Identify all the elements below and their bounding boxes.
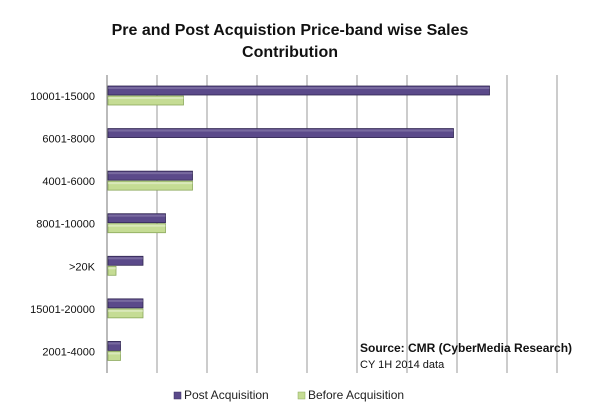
bar-highlight-post: [108, 172, 193, 175]
source-period-text: CY 1H 2014 data: [360, 359, 445, 371]
bar-before: [107, 351, 121, 361]
legend-label-before: Before Acquisition: [308, 388, 404, 402]
bar-highlight-post: [108, 342, 121, 345]
bar-highlight-post: [108, 129, 454, 132]
bar-highlight-post: [108, 257, 143, 260]
bar-highlight-before: [108, 224, 166, 227]
chart-title-line1: Pre and Post Acquistion Price-band wise …: [112, 22, 469, 39]
bar-post: [107, 213, 166, 224]
category-label: 2001-4000: [42, 346, 95, 358]
bar-before: [107, 308, 144, 319]
category-label: 8001-10000: [36, 219, 95, 231]
bar-highlight-before: [108, 309, 143, 312]
legend-label-post: Post Acquisition: [184, 388, 269, 402]
bar-before: [107, 95, 184, 106]
category-label: 15001-20000: [30, 304, 95, 316]
bar-highlight-before: [108, 182, 193, 185]
legend-swatch-before: [297, 391, 306, 400]
bar-post: [107, 85, 490, 96]
bar-post: [107, 341, 121, 351]
legend: Post Acquisition Before Acquisition: [173, 388, 404, 402]
bar-before: [107, 180, 193, 191]
bar-before: [107, 265, 117, 276]
bar-post: [107, 170, 193, 181]
bar-highlight-before: [108, 267, 116, 270]
bar-post: [107, 128, 454, 138]
category-label: >20K: [69, 261, 96, 273]
bar-highlight-post: [108, 299, 143, 302]
chart-title-line2: Contribution: [242, 44, 338, 61]
bar-post: [107, 255, 144, 266]
source-text: Source: CMR (CyberMedia Research): [360, 341, 572, 355]
category-label: 10001-15000: [30, 91, 95, 103]
bar-highlight-post: [108, 87, 490, 89]
bars: [107, 85, 490, 361]
bar-highlight-before: [108, 97, 184, 99]
category-label: 4001-6000: [42, 176, 95, 188]
bar-highlight-post: [108, 214, 166, 217]
bar-highlight-before: [108, 352, 121, 355]
category-labels: 10001-15000 6001-8000 4001-6000 8001-10000 >…: [30, 91, 96, 358]
bar-post: [107, 298, 144, 309]
legend-swatch-post: [173, 391, 182, 400]
bar-before: [107, 223, 166, 234]
gridlines: [156, 75, 558, 373]
category-label: 6001-8000: [42, 134, 95, 146]
